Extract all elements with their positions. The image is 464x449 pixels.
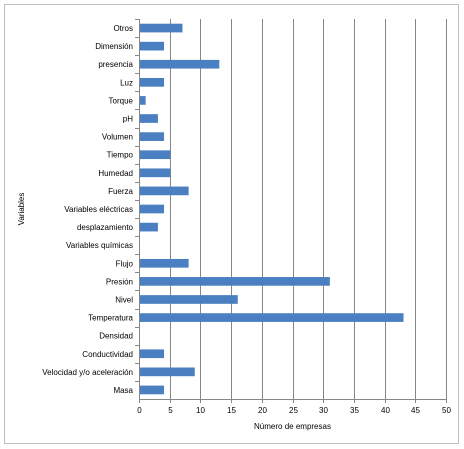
category-label: Temperatura — [88, 314, 133, 323]
bar-chart: Otros Dimensión presencia Luz Torque pH Volume… — [17, 19, 451, 431]
bar — [139, 367, 195, 377]
x-tick-label: 35 — [350, 406, 359, 415]
x-tick-label: 20 — [258, 406, 267, 415]
bar — [139, 258, 189, 268]
category-label: Conductividad — [82, 350, 133, 359]
tick-labels: 0 5 10 15 20 25 30 35 40 45 50 — [137, 406, 451, 415]
category-labels: Otros Dimensión presencia Luz Torque pH Volume… — [42, 24, 133, 395]
x-tick-label: 50 — [442, 406, 451, 415]
x-tick-label: 25 — [289, 406, 298, 415]
category-label: Tiempo — [107, 151, 134, 160]
chart-frame: Otros Dimensión presencia Luz Torque pH Volume… — [4, 4, 459, 444]
y-axis-title: Variables — [17, 193, 26, 226]
x-tick-label: 40 — [381, 406, 390, 415]
x-tick-label: 0 — [137, 406, 142, 415]
bar — [139, 59, 220, 69]
category-label: Variables químicas — [66, 241, 133, 250]
category-label: Masa — [113, 386, 133, 395]
bar — [139, 23, 183, 33]
category-label: Volumen — [102, 133, 133, 142]
x-tick-label: 45 — [411, 406, 420, 415]
bar — [139, 41, 165, 51]
category-label: Humedad — [98, 169, 133, 178]
category-label: Fuerza — [108, 187, 133, 196]
category-label: desplazamiento — [77, 223, 134, 232]
category-label: Luz — [120, 78, 133, 87]
bar — [139, 168, 171, 178]
category-label: Nivel — [115, 295, 133, 304]
x-tick-label: 30 — [319, 406, 328, 415]
x-tick-label: 5 — [168, 406, 173, 415]
category-label: Torque — [109, 96, 134, 105]
bar — [139, 349, 165, 359]
category-label: Otros — [113, 24, 133, 33]
bar — [139, 114, 158, 123]
bar — [139, 295, 238, 304]
x-tick-label: 10 — [196, 406, 205, 415]
category-label: pH — [123, 115, 133, 124]
category-label: Velocidad y/o aceleración — [42, 368, 133, 377]
bars — [139, 23, 404, 395]
category-label: presencia — [98, 60, 133, 69]
gridlines — [170, 19, 447, 399]
bar — [139, 150, 171, 160]
bar — [139, 204, 165, 214]
category-label: Presión — [106, 277, 133, 286]
bar — [139, 186, 189, 196]
x-tick-label: 15 — [227, 406, 236, 415]
category-label: Variables eléctricas — [64, 205, 133, 214]
bar — [139, 277, 330, 286]
bar — [139, 313, 404, 322]
category-label: Dimensión — [95, 42, 133, 51]
x-axis-title: Número de empresas — [254, 422, 331, 431]
bar — [139, 96, 146, 105]
category-label: Densidad — [99, 332, 133, 341]
category-label: Flujo — [116, 259, 134, 268]
bar — [139, 385, 165, 395]
bar — [139, 77, 165, 87]
bar — [139, 222, 158, 232]
axes — [135, 19, 447, 403]
bar — [139, 132, 165, 141]
